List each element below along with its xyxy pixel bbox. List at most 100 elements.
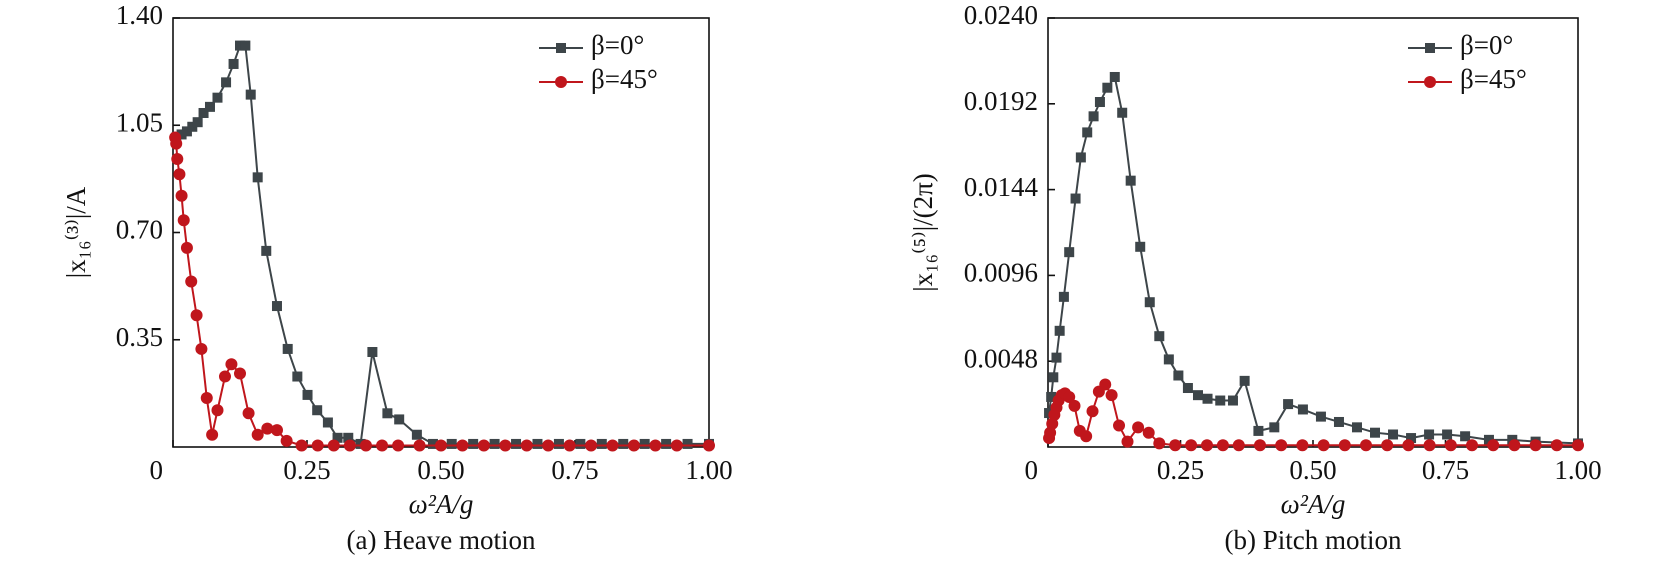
- chart: 0.35 0.70 1.05 1.40 0 0.25 0.50 0.75 1.00 ω²A/g (a…: [61, 0, 732, 555]
- legend-label: β=45°: [591, 64, 658, 94]
- marker: [1253, 425, 1264, 436]
- marker: [394, 414, 405, 425]
- marker: [359, 439, 372, 452]
- marker: [261, 422, 274, 435]
- marker: [1239, 375, 1250, 386]
- marker: [221, 77, 232, 88]
- marker: [1202, 393, 1213, 404]
- marker: [1163, 354, 1174, 365]
- marker: [627, 439, 640, 452]
- marker: [563, 439, 576, 452]
- legend-marker: [1425, 43, 1435, 53]
- marker: [177, 214, 190, 227]
- marker: [327, 439, 340, 452]
- marker: [1466, 439, 1478, 452]
- marker: [1117, 107, 1128, 118]
- marker: [1048, 372, 1059, 383]
- marker: [292, 371, 303, 382]
- marker: [1088, 111, 1099, 122]
- marker: [282, 343, 293, 354]
- y-tick-label: 0.35: [116, 322, 163, 352]
- y-tick-label: 0.0192: [964, 86, 1038, 116]
- marker: [1296, 439, 1309, 452]
- marker: [1099, 378, 1112, 391]
- marker: [1283, 399, 1294, 410]
- x-tick-label: 0.75: [551, 455, 598, 485]
- y-tick-label: 0.0048: [964, 343, 1038, 373]
- marker: [542, 439, 555, 452]
- marker: [1442, 429, 1453, 440]
- marker: [212, 92, 223, 103]
- marker: [173, 168, 186, 181]
- marker: [1351, 422, 1362, 433]
- legend-label: β=0°: [591, 30, 644, 60]
- marker: [1113, 419, 1126, 432]
- y-axis-label: |x₁₆⁽³⁾|/A: [61, 186, 91, 278]
- marker: [575, 438, 586, 449]
- x-tick-label: 0.50: [417, 455, 464, 485]
- marker: [176, 129, 187, 140]
- marker: [200, 391, 213, 404]
- marker: [198, 107, 209, 118]
- x-tick-label: 0.50: [1289, 455, 1336, 485]
- marker: [322, 417, 333, 428]
- marker: [261, 245, 272, 256]
- series-line: [175, 44, 709, 446]
- marker: [295, 439, 308, 452]
- marker: [411, 429, 422, 440]
- marker: [1153, 437, 1166, 450]
- marker: [1044, 426, 1057, 439]
- marker: [682, 438, 693, 449]
- marker: [1370, 427, 1381, 438]
- marker: [242, 407, 255, 420]
- marker: [204, 101, 215, 112]
- legend-marker: [1424, 76, 1436, 88]
- legend-marker: [556, 43, 566, 53]
- y-tick-label: 0.70: [116, 215, 163, 245]
- y-tick-label: 0.0096: [964, 258, 1038, 288]
- marker: [1125, 175, 1136, 186]
- marker: [1216, 439, 1229, 452]
- marker: [1142, 426, 1155, 439]
- x-tick-label: 0.25: [1157, 455, 1204, 485]
- marker: [332, 432, 343, 443]
- marker: [252, 172, 263, 183]
- marker: [211, 404, 224, 417]
- marker: [511, 438, 522, 449]
- marker: [1144, 297, 1155, 308]
- marker: [225, 358, 238, 371]
- marker: [1086, 405, 1099, 418]
- marker: [499, 439, 512, 452]
- marker: [477, 439, 490, 452]
- marker: [1487, 439, 1500, 452]
- x-axis-label: ω²A/g: [1281, 489, 1346, 519]
- legend-label: β=45°: [1460, 64, 1527, 94]
- marker: [703, 439, 715, 452]
- marker: [649, 439, 662, 452]
- x-tick-label: 1.00: [685, 455, 732, 485]
- marker: [251, 428, 264, 441]
- y-tick-label: 1.40: [116, 0, 163, 30]
- chart: 0.0048 0.0096 0.0144 0.0192 0.0240 0 0.25 0.50 0…: [908, 0, 1601, 555]
- marker: [1070, 193, 1081, 204]
- marker: [1338, 439, 1351, 452]
- marker: [240, 40, 251, 51]
- marker: [271, 301, 282, 312]
- marker: [1315, 411, 1326, 422]
- marker: [413, 439, 426, 452]
- marker: [1201, 439, 1213, 452]
- marker: [1529, 439, 1542, 452]
- marker: [392, 439, 405, 452]
- marker: [280, 434, 293, 447]
- marker: [1483, 434, 1494, 445]
- y-tick-label: 0.0144: [964, 172, 1039, 202]
- marker: [1215, 395, 1226, 406]
- marker: [1064, 247, 1075, 258]
- x-tick-label: 0: [150, 455, 164, 485]
- marker: [1297, 404, 1308, 415]
- y-axis-label: |x₁₆⁽⁵⁾|/(2π): [908, 173, 938, 291]
- y-tick-label: 0.0240: [964, 0, 1038, 30]
- marker: [180, 241, 193, 254]
- marker: [343, 432, 354, 443]
- x-tick-label: 0.25: [283, 455, 330, 485]
